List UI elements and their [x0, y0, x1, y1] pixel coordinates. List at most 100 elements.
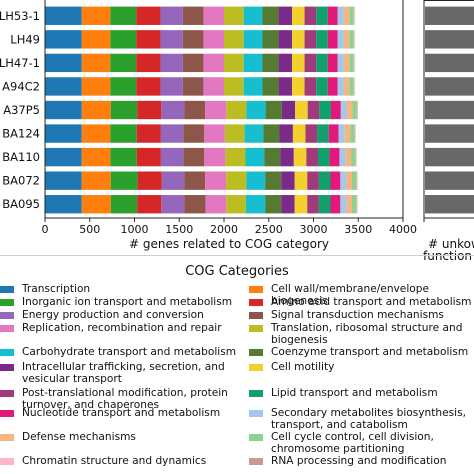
bar-segment	[318, 171, 331, 190]
legend-item: Coenzyme transport and metabolism	[249, 346, 474, 361]
legend-item: Chromatin structure and dynamics	[0, 455, 245, 470]
bar-segment	[340, 100, 348, 120]
bar-segment	[307, 195, 319, 214]
bar-segment	[330, 195, 341, 214]
legend-label: Energy production and conversion	[22, 309, 204, 321]
bar-segment	[318, 195, 331, 214]
bar-segment	[338, 124, 345, 143]
bar-segment	[345, 147, 352, 167]
legend-title: COG Categories	[185, 264, 289, 279]
bar-segment	[110, 147, 137, 167]
legend-label: Defense mechanisms	[22, 431, 136, 443]
legend-swatch	[0, 325, 14, 332]
right-panel-bar	[425, 195, 474, 214]
bar-segment	[316, 77, 328, 96]
legend-item: Transcription	[0, 283, 245, 298]
bar-segment	[330, 171, 341, 190]
legend-swatch	[0, 390, 14, 397]
bar-segment	[292, 53, 305, 73]
bar-segment	[110, 77, 137, 96]
bar-segment	[45, 171, 82, 190]
bar-segment	[351, 171, 357, 190]
bar-segment	[184, 100, 206, 120]
plot-area: LH53-1 LH49 LH47-1 A94C2 A37P5 BA124 BA110 BA07…	[0, 0, 417, 251]
bar-segment	[278, 53, 293, 73]
bar-segment	[160, 6, 183, 25]
bar-segment	[245, 147, 265, 167]
bar-segment	[343, 77, 350, 96]
bar-segment	[45, 6, 82, 25]
bar-segment	[347, 100, 353, 120]
legend-item: Energy production and conversion	[0, 309, 245, 324]
bar-segment	[204, 147, 226, 167]
bar-segment	[160, 124, 184, 143]
legend-swatch	[0, 410, 14, 417]
bar-segment	[307, 171, 319, 190]
bar-segment	[337, 6, 344, 25]
bar-segment	[183, 124, 205, 143]
bar-segment	[337, 30, 344, 49]
y-tick-label: LH49	[10, 32, 40, 46]
bar-segment	[160, 147, 184, 167]
bar-segment	[317, 147, 330, 167]
bar-segment	[329, 147, 340, 167]
bar-segment	[304, 53, 317, 73]
bar-segment	[330, 100, 341, 120]
legend-label: Carbohydrate transport and metabolism	[22, 346, 237, 358]
right-panel-bar	[425, 53, 474, 73]
bar-segment	[136, 124, 161, 143]
x-tick-label: 3500	[344, 223, 372, 236]
bar-segment	[160, 30, 183, 49]
bar-segment	[45, 53, 82, 73]
bar-segment	[246, 171, 266, 190]
legend-swatch	[249, 458, 263, 465]
x-tick-label: 500	[79, 223, 100, 236]
bar-segment	[45, 124, 82, 143]
bar-segment	[349, 30, 354, 49]
bar-segment	[243, 53, 263, 73]
bar-segment	[45, 30, 82, 49]
y-tick-label: A37P5	[3, 103, 40, 117]
bar-segment	[343, 53, 350, 73]
right-panel-bar	[425, 6, 474, 25]
legend-item: Defense mechanisms	[0, 431, 245, 446]
bar-segment	[136, 30, 161, 49]
bar-segment	[137, 195, 162, 214]
bar-segment	[293, 147, 307, 167]
legend-swatch	[0, 458, 14, 465]
bar-segment	[292, 6, 305, 25]
bar-segment	[243, 77, 263, 96]
bar-segment	[246, 100, 266, 120]
bar-segment	[81, 6, 111, 25]
legend-swatch	[0, 299, 14, 306]
bar-segment	[265, 100, 282, 120]
legend-swatch	[249, 410, 263, 417]
bar-segment	[203, 6, 224, 25]
bar-segment	[304, 30, 317, 49]
legend-item: RNA processing and modification	[249, 455, 474, 470]
legend-label: Transcription	[22, 283, 91, 295]
bar-segment	[182, 30, 204, 49]
bar-segment	[81, 77, 111, 96]
bar-segment	[224, 77, 244, 96]
bar-segment	[343, 6, 350, 25]
legend-item: Secondary metabolites biosynthesis, tran…	[249, 407, 474, 430]
bar-segment	[226, 100, 247, 120]
bar-segment	[262, 30, 279, 49]
bar-segment	[292, 30, 305, 49]
legend-label: RNA processing and modification	[271, 455, 447, 467]
bar-segment	[224, 53, 244, 73]
bar-segment	[305, 124, 318, 143]
bar-segment	[243, 30, 263, 49]
legend-item: Cell motility	[249, 361, 474, 376]
bar-segment	[352, 100, 357, 120]
right-panel-bar	[425, 77, 474, 96]
bar-segment	[244, 124, 264, 143]
bar-segment	[317, 124, 329, 143]
legend-swatch	[249, 312, 263, 319]
x-tick-label: 2500	[255, 223, 283, 236]
bar-segment	[278, 30, 293, 49]
bar-segment	[183, 147, 205, 167]
divider	[0, 255, 474, 256]
legend-swatch	[0, 364, 14, 371]
